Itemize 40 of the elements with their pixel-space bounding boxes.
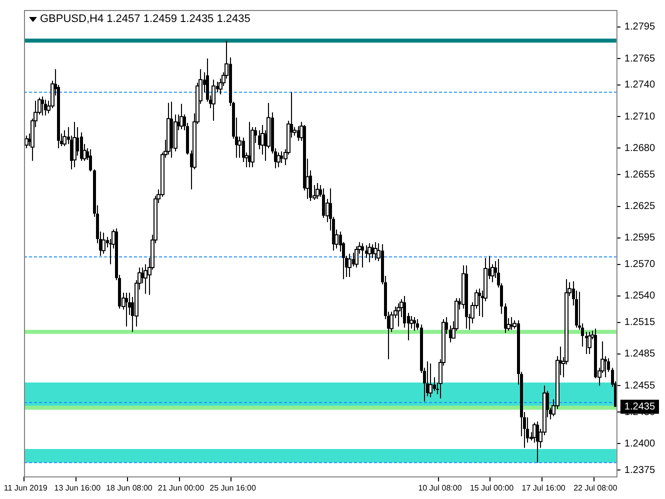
candlestick [41, 96, 44, 116]
candlestick [413, 316, 416, 332]
y-tick-label: 1.2710 [624, 111, 656, 122]
x-tick-label: 18 Jun 08:00 [106, 483, 153, 492]
y-tick-label: 1.2485 [624, 348, 656, 360]
candlestick [416, 318, 419, 330]
y-tick-label: 1.2795 [624, 22, 656, 33]
candlestick [604, 356, 607, 378]
x-tick-label: 22 Jul 08:00 [574, 483, 618, 492]
y-tick-label: 1.2765 [624, 53, 656, 64]
chart-title: GBPUSD,H4 1.2457 1.2459 1.2435 1.2435 [40, 13, 250, 26]
y-tick-label: 1.2375 [624, 464, 656, 476]
text: 1.2435 [624, 402, 656, 413]
x-tick-label: 25 Jun 16:00 [210, 483, 256, 492]
y-tick-label: 1.2515 [624, 317, 656, 328]
candlestick [125, 292, 128, 328]
x-tick-label: 10 Jul 08:00 [418, 483, 462, 492]
x-tick-label: 21 Jun 00:00 [158, 483, 205, 492]
y-tick-label: 1.2625 [624, 201, 656, 212]
y-tick-label: 1.2540 [624, 290, 656, 302]
y-tick-label: 1.2655 [624, 169, 656, 180]
y-tick-label: 1.2740 [624, 80, 656, 91]
x-tick-label: 11 Jun 2019 [4, 483, 48, 492]
x-tick-label: 13 Jun 16:00 [54, 483, 102, 492]
candlestick [478, 288, 481, 317]
y-tick-label: 1.2680 [624, 142, 656, 154]
candlestick [76, 126, 79, 156]
candlestick [403, 295, 406, 328]
candlestick [80, 132, 83, 162]
y-tick-label: 1.2400 [624, 438, 656, 450]
candlestick [89, 148, 92, 172]
x-tick-label: 15 Jul 00:00 [470, 483, 514, 492]
candlestick [504, 302, 507, 334]
y-tick-label: 1.2595 [624, 232, 656, 244]
candlestick [536, 421, 539, 464]
x-tick-label: 17 Jul 16:00 [522, 483, 566, 492]
y-tick-label: 1.2570 [624, 259, 656, 270]
y-tick-label: 1.2455 [624, 380, 656, 392]
candlestick [365, 244, 368, 258]
candlestick [361, 242, 364, 268]
